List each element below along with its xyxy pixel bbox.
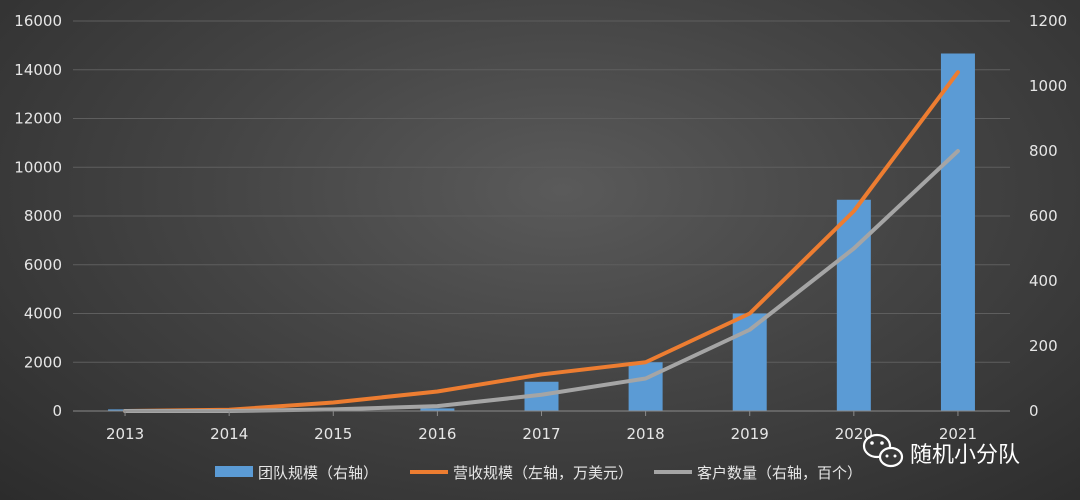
x-tick-label: 2016 [418, 425, 456, 443]
y-right-tick-label: 1000 [1029, 77, 1067, 95]
x-tick-label: 2020 [835, 425, 873, 443]
bar-team-size [940, 53, 975, 411]
y-left-tick-label: 2000 [24, 353, 62, 371]
y-right-tick-label: 200 [1029, 337, 1058, 355]
lines [123, 70, 960, 413]
x-tick-label: 2017 [522, 425, 560, 443]
y-left-tick-label: 12000 [14, 110, 62, 128]
x-tick-label: 2018 [627, 425, 665, 443]
x-tick-label: 2021 [939, 425, 977, 443]
x-tick-label: 2015 [314, 425, 352, 443]
legend-label: 营收规模（左轴，万美元） [453, 464, 633, 482]
bar-team-size [628, 362, 663, 411]
bars-team-size [108, 53, 975, 411]
y-left-tick-label: 0 [52, 402, 62, 420]
y-right-tick-label: 400 [1029, 272, 1058, 290]
y-left-tick-label: 4000 [24, 305, 62, 323]
y-right-tick-label: 600 [1029, 207, 1058, 225]
y-left-tick-label: 6000 [24, 256, 62, 274]
bar-team-size [420, 408, 455, 411]
legend-label: 客户数量（右轴，百个） [697, 464, 862, 482]
bar-team-size [836, 199, 871, 411]
watermark-text: 随机小分队 [910, 443, 1020, 468]
legend: 团队规模（右轴） 营收规模（左轴，万美元） 客户数量（右轴，百个） [215, 464, 862, 482]
legend-swatch-bar [215, 466, 253, 477]
line-revenue [123, 70, 960, 413]
y-right-tick-label: 1200 [1029, 12, 1067, 30]
y-left-tick-label: 14000 [14, 61, 62, 79]
x-tick-label: 2013 [106, 425, 144, 443]
y-left-tick-label: 16000 [14, 12, 62, 30]
y-right-tick-label: 0 [1029, 402, 1039, 420]
wechat-icon [862, 433, 904, 468]
legend-label: 团队规模（右轴） [258, 464, 378, 482]
x-tick-label: 2014 [210, 425, 248, 443]
y-right-tick-label: 800 [1029, 142, 1058, 160]
line-customers [123, 149, 960, 413]
y-left-tick-label: 10000 [14, 158, 62, 176]
y-left-tick-label: 8000 [24, 207, 62, 225]
x-tick-label: 2019 [731, 425, 769, 443]
watermark: 随机小分队 [862, 433, 1020, 468]
axes: 0 2000 4000 6000 8000 10000 12000 14000 16000 0 20… [14, 12, 1067, 443]
gridlines [73, 20, 1010, 363]
